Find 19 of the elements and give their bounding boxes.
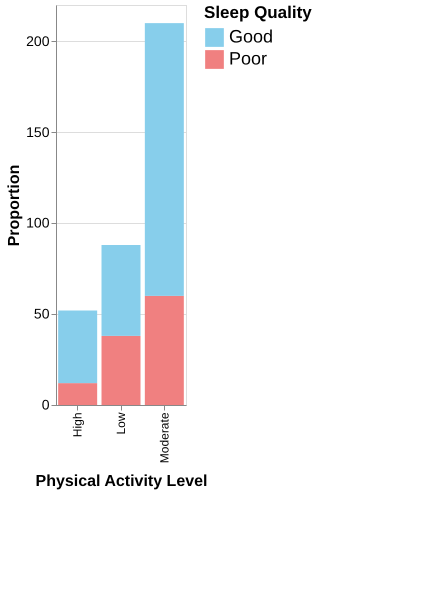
x-tick-label: Low [114,412,128,435]
legend-label: Good [229,26,274,46]
bar [144,23,184,296]
x-axis-title: Physical Activity Level [36,473,208,490]
y-axis-title: Proportion [6,164,24,246]
y-tick-label: 50 [34,306,50,322]
y-tick-label: 100 [26,214,50,231]
bar [58,383,98,405]
y-tick-label: 200 [26,32,50,49]
bar [102,245,140,336]
bar [144,296,184,405]
y-tick-label: 150 [26,124,50,140]
y-tick-label: 0 [42,396,50,412]
x-tick-label: Moderate [157,412,172,464]
bar [102,336,140,405]
x-tick-label: High [70,412,85,438]
bar [58,310,98,384]
legend-title: Sleep Quality [204,3,312,22]
legend-label: Poor [229,48,268,68]
